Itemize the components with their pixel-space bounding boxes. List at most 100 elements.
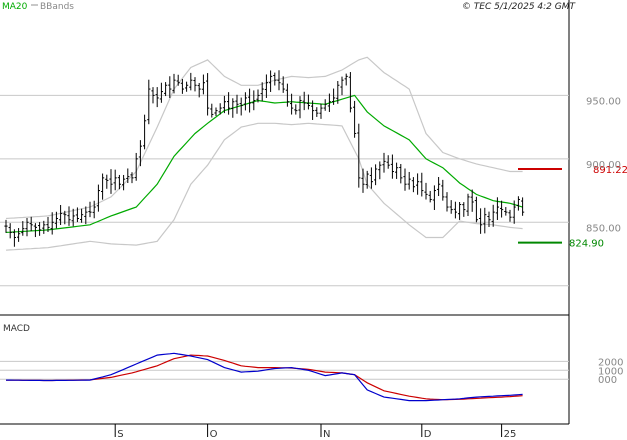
ohlc-bar — [348, 72, 352, 113]
ohlc-bar — [75, 207, 79, 223]
ohlc-bar — [344, 73, 348, 86]
ohlc-bar — [302, 91, 306, 111]
ohlc-bar — [38, 222, 42, 236]
ohlc-bar — [105, 174, 109, 189]
ohlc-bar — [151, 87, 155, 104]
ohlc-bar — [189, 72, 193, 91]
ohlc-bar — [239, 97, 243, 116]
ohlc-bar — [101, 173, 105, 200]
ohlc-bar — [290, 93, 294, 115]
ohlc-bar — [260, 82, 264, 102]
ohlc-bar — [504, 207, 508, 216]
ohlc-bar — [298, 96, 302, 119]
bb-upper-line — [5, 56, 523, 220]
ohlc-bar — [521, 197, 525, 216]
ohlc-bar — [243, 92, 247, 111]
ohlc-bar — [168, 76, 172, 99]
ohlc-bar — [46, 216, 50, 233]
bollinger-bands — [5, 56, 523, 251]
macd-title: MACD — [3, 324, 30, 334]
ohlc-bar — [306, 94, 310, 110]
ohlc-bar — [403, 168, 407, 191]
ohlc-bar — [395, 162, 399, 179]
ohlc-bar — [432, 185, 436, 210]
price-y-tick-label: 900.00 — [586, 160, 621, 171]
macd-y-tick-label: 2000 — [598, 357, 623, 368]
macd-lines — [6, 352, 523, 402]
ohlc-bar — [143, 114, 147, 150]
ohlc-bar — [235, 94, 239, 114]
ohlc-bar — [222, 95, 226, 114]
ohlc-bar — [386, 155, 390, 169]
ohlc-bar — [508, 209, 512, 222]
bb-lower-line — [5, 122, 523, 251]
resistance-label: 891.22 — [593, 165, 627, 176]
ohlc-bar — [256, 89, 260, 103]
ohlc-bar — [495, 197, 499, 220]
ohlc-bar — [336, 81, 340, 104]
ohlc-bar — [353, 100, 357, 138]
ohlc-bars — [4, 70, 525, 247]
ohlc-bar — [252, 90, 256, 111]
ohlc-bar — [248, 88, 252, 113]
price-y-axis-labels: 950.00 900.00 850.00 — [586, 96, 621, 234]
ohlc-bar — [365, 170, 369, 189]
ohlc-bar — [315, 107, 319, 117]
x-tick-label: 25 — [504, 429, 517, 440]
ohlc-bar — [197, 82, 201, 98]
ohlc-bar — [390, 154, 394, 179]
ohlc-bar — [491, 204, 495, 227]
ohlc-bar — [122, 174, 126, 191]
ohlc-bar — [319, 103, 323, 119]
ohlc-bar — [214, 107, 218, 117]
ohlc-bar — [134, 152, 138, 181]
ohlc-bar — [500, 200, 504, 218]
ohlc-bar — [420, 172, 424, 197]
ohlc-bar — [285, 83, 289, 107]
ohlc-bar — [323, 99, 327, 111]
ohlc-bar — [428, 190, 432, 203]
ohlc-bar — [59, 204, 63, 226]
ohlc-bar — [407, 171, 411, 190]
ohlc-bar — [172, 73, 176, 94]
x-tick-label: N — [323, 429, 330, 440]
legend-bbands: BBands — [40, 2, 74, 12]
ohlc-bar — [218, 103, 222, 115]
ohlc-bar — [67, 206, 71, 226]
ohlc-bar — [164, 82, 168, 97]
ohlc-bar — [327, 93, 331, 112]
ohlc-bar — [483, 207, 487, 234]
ohlc-bar — [155, 87, 159, 108]
x-axis-ticks: S O N D 25 — [114, 424, 517, 440]
ohlc-bar — [71, 208, 75, 227]
ohlc-bar — [80, 208, 84, 223]
ohlc-bar — [210, 103, 214, 118]
ohlc-bar — [180, 78, 184, 94]
ohlc-bar — [512, 200, 516, 224]
ohlc-bar — [411, 177, 415, 193]
ohlc-bar — [227, 92, 231, 115]
ohlc-bar — [374, 164, 378, 186]
ohlc-bar — [311, 100, 315, 120]
price-y-tick-label: 950.00 — [586, 96, 621, 107]
ohlc-bar — [96, 184, 100, 212]
ohlc-bar — [269, 70, 273, 92]
ohlc-bar — [437, 177, 441, 197]
ohlc-bar — [357, 123, 361, 188]
ohlc-bar — [378, 161, 382, 180]
ohlc-bar — [382, 152, 386, 173]
macd-gridlines — [0, 360, 569, 380]
ohlc-bar — [458, 201, 462, 220]
ohlc-bar — [206, 73, 210, 116]
ohlc-bar — [281, 76, 285, 93]
ohlc-bar — [453, 201, 457, 219]
ohlc-bar — [4, 219, 8, 233]
ohlc-bar — [424, 182, 428, 200]
x-tick-label: O — [210, 429, 218, 440]
ohlc-bar — [12, 229, 16, 247]
ohlc-bar — [231, 98, 235, 118]
ohlc-bar — [50, 212, 54, 235]
